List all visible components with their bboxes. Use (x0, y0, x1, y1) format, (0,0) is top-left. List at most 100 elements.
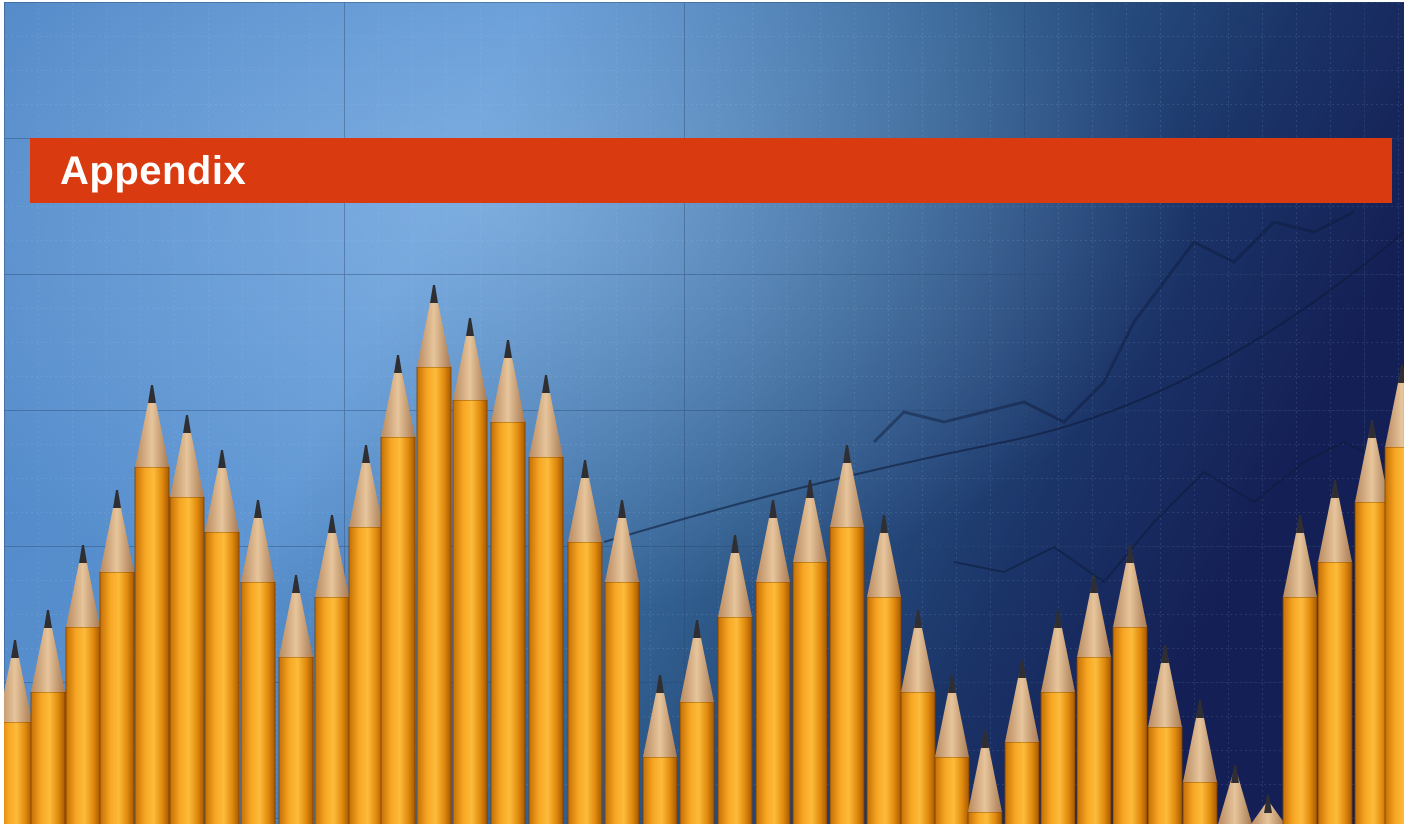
pencil-part (1331, 480, 1339, 498)
pencil-part (567, 541, 603, 824)
pencil-part (349, 453, 383, 527)
pencil-part (1296, 515, 1304, 533)
pencil-part (867, 523, 901, 597)
pencil-part (466, 318, 474, 336)
pencil-part (717, 616, 753, 824)
pencil-part (490, 421, 526, 824)
pencil-part (1282, 596, 1318, 824)
pencil-part (843, 445, 851, 463)
pencil-part (362, 445, 370, 463)
pencil-part (1005, 668, 1039, 742)
pencil-part (314, 596, 350, 824)
pencil-part (416, 366, 452, 824)
pencil-part (315, 523, 349, 597)
pencil-part (934, 756, 970, 824)
pencil-part (44, 610, 52, 628)
pencil-part (100, 498, 134, 572)
pencil-part (680, 628, 714, 702)
pencil-part (452, 399, 488, 824)
pencil-part (731, 535, 739, 553)
pencil-part (756, 508, 790, 582)
pencil-part (1113, 553, 1147, 627)
pencil-part (79, 545, 87, 563)
pencil-part (568, 468, 602, 542)
pencil-part (1354, 501, 1390, 824)
pencil-part (148, 385, 156, 403)
pencil-part (292, 575, 300, 593)
pencil-part (901, 618, 935, 692)
pencil-part (279, 583, 313, 657)
pencil-part (1196, 700, 1204, 718)
pencil-part (204, 531, 240, 824)
pencil-part (967, 811, 1003, 824)
pencil-part (529, 383, 563, 457)
pencil-part (1251, 803, 1285, 824)
pencil-part (1355, 428, 1389, 502)
pencil-part (1398, 365, 1404, 383)
pencil-part (241, 508, 275, 582)
pencil-part (381, 363, 415, 437)
pencil-part (1218, 773, 1252, 824)
pencil-part (981, 730, 989, 748)
pencil-part (968, 738, 1002, 812)
pencil-part (1090, 575, 1098, 593)
pencil-part (1318, 488, 1352, 562)
pencil-part (769, 500, 777, 518)
pencil-part (605, 508, 639, 582)
pencil-part (1126, 545, 1134, 563)
pencil-part (829, 526, 865, 824)
pencil-part (1147, 726, 1183, 824)
pencil-part (453, 326, 487, 400)
pencil-part (1148, 653, 1182, 727)
pencil-part (900, 691, 936, 824)
pencil-part (328, 515, 336, 533)
pencil-part (1161, 645, 1169, 663)
pencil-part (581, 460, 589, 478)
pencil-part (135, 393, 169, 467)
pencil-part (830, 453, 864, 527)
pencil-part (1317, 561, 1353, 824)
pencil-part (679, 701, 715, 824)
pencil-part (604, 581, 640, 824)
pencil-part (656, 675, 664, 693)
pencil-part (30, 691, 66, 824)
pencil-part (693, 620, 701, 638)
pencil-part (205, 458, 239, 532)
pencil-part (1054, 610, 1062, 628)
pencil-part (793, 488, 827, 562)
pencil-part (1040, 691, 1076, 824)
pencil-part (792, 561, 828, 824)
pencil-part (1004, 741, 1040, 824)
pencil-part (1041, 618, 1075, 692)
pencil-part (240, 581, 276, 824)
pencil-part (1183, 708, 1217, 782)
pencil-part (218, 450, 226, 468)
pencil-part (4, 721, 33, 824)
pencil-part (504, 340, 512, 358)
pencil-part (1384, 446, 1404, 824)
pencil-part (169, 496, 205, 824)
pencil-part (394, 355, 402, 373)
pencil-part (11, 640, 19, 658)
pencil-part (718, 543, 752, 617)
pencil-part (755, 581, 791, 824)
pencil-part (31, 618, 65, 692)
pencil-part (1018, 660, 1026, 678)
pencil-part (66, 553, 100, 627)
pencil-part (65, 626, 101, 824)
pencil-part (170, 423, 204, 497)
pencil-part (348, 526, 384, 824)
pencil-part (113, 490, 121, 508)
pencil-part (1231, 765, 1239, 783)
pencil-part (1283, 523, 1317, 597)
pencil-part (1368, 420, 1376, 438)
slide-title: Appendix (60, 149, 247, 193)
pencil-part (806, 480, 814, 498)
pencil-part (183, 415, 191, 433)
pencil-part (1077, 583, 1111, 657)
pencil-part (99, 571, 135, 824)
pencil-part (491, 348, 525, 422)
pencil-part (948, 675, 956, 693)
pencil-part (1182, 781, 1218, 824)
